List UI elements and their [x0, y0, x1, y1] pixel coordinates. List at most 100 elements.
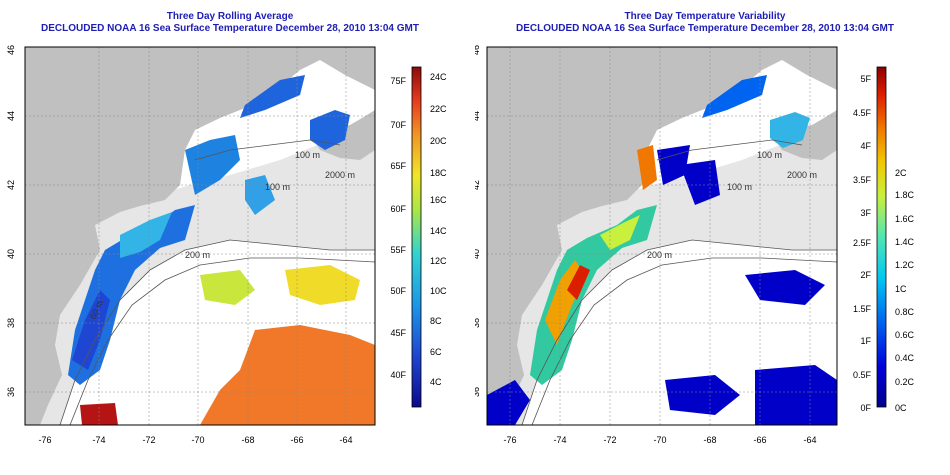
colorbar-label: 40F — [390, 370, 406, 380]
sst-scotian — [310, 110, 350, 150]
x-axis-ticks: -76 -74 -72 -70 -68 -66 -64 — [38, 435, 352, 445]
left-title-line2: DECLOUDED NOAA 16 Sea Surface Temperatur… — [41, 23, 419, 34]
contour-200m — [521, 239, 837, 425]
sst-shelf-mid — [120, 212, 172, 258]
colorbar-label: 75F — [390, 76, 406, 86]
colorbar-label: 2.5F — [853, 238, 872, 248]
colorbar-label: 0.6C — [895, 330, 915, 340]
colorbar-label: 3.5F — [853, 175, 872, 185]
colorbar-label: 0.4C — [895, 353, 915, 363]
right-title: Three Day Temperature Variability DECLOU… — [475, 11, 935, 35]
var-shelf-yellow — [600, 215, 640, 250]
y-axis-ticks: 46 44 42 40 38 36 — [475, 45, 481, 397]
x-tick: -68 — [703, 435, 716, 445]
colorbar-c-labels: 2C 1.8C 1.6C 1.4C 1.2C 1C 0.8C 0.6C 0.4C… — [895, 168, 915, 413]
contour-label: 100 m — [727, 182, 752, 192]
colorbar-label: 50F — [390, 286, 406, 296]
var-south-west — [487, 380, 530, 425]
colorbar-label: 1.5F — [853, 304, 872, 314]
colorbar-label: 60F — [390, 204, 406, 214]
colorbar-label: 2F — [860, 270, 871, 280]
colorbar-label: 4.5F — [853, 108, 872, 118]
land-area — [25, 47, 375, 425]
colorbar-label: 1C — [895, 284, 907, 294]
colorbar-label: 0C — [895, 403, 907, 413]
y-axis-ticks: 46 44 42 40 38 36 — [6, 45, 16, 397]
x-tick: -64 — [339, 435, 352, 445]
var-shelf-patch — [530, 205, 657, 385]
sst-south-red — [80, 403, 118, 425]
right-title-line1: Three Day Temperature Variability — [624, 11, 786, 22]
left-map-svg: 100 m 2000 m 100 m 200 m 60 m -76 -74 -7… — [6, 45, 447, 445]
colorbar-label: 16C — [430, 195, 447, 205]
var-gulf-maine — [702, 75, 767, 118]
x-tick: -74 — [92, 435, 105, 445]
contour-2000m — [531, 257, 837, 425]
contour-100m — [656, 139, 803, 161]
x-tick: -76 — [38, 435, 51, 445]
colorbar-label: 0.8C — [895, 307, 915, 317]
shelf-area — [487, 120, 837, 425]
sst-warm-east — [285, 265, 360, 305]
sst-warm-mid — [200, 270, 255, 305]
y-tick: 40 — [475, 249, 481, 259]
colorbar-label: 14C — [430, 226, 447, 236]
x-tick: -64 — [803, 435, 816, 445]
y-tick: 36 — [475, 387, 481, 397]
colorbar-f-labels: 75F 70F 65F 60F 55F 50F 45F 40F — [390, 76, 406, 380]
colorbar-label: 55F — [390, 245, 406, 255]
colorbar-f-labels: 5F 4.5F 4F 3.5F 3F 2.5F 2F 1.5F 1F 0.5F … — [853, 74, 872, 413]
colorbar-label: 1.4C — [895, 237, 915, 247]
right-title-line2: DECLOUDED NOAA 16 Sea Surface Temperatur… — [516, 23, 894, 34]
colorbar-label: 6C — [430, 347, 442, 357]
y-tick: 44 — [6, 111, 16, 121]
contour-label: 100 m — [757, 150, 782, 160]
colorbar-label: 45F — [390, 328, 406, 338]
colorbar-label: 4C — [430, 377, 442, 387]
sst-shelf-inner — [72, 290, 110, 370]
colorbar-label: 10C — [430, 286, 447, 296]
y-tick: 38 — [475, 318, 481, 328]
left-panel: Three Day Rolling Average DECLOUDED NOAA… — [6, 11, 447, 445]
colorbar-label: 70F — [390, 120, 406, 130]
colorbar-label: 24C — [430, 72, 447, 82]
colorbar-label: 0.2C — [895, 377, 915, 387]
x-tick: -66 — [753, 435, 766, 445]
var-nantucket — [657, 145, 690, 185]
colorbar-label: 12C — [430, 256, 447, 266]
colorbar-label: 3F — [860, 208, 871, 218]
colorbar-label: 5F — [860, 74, 871, 84]
sst-gulf-maine — [240, 75, 305, 118]
colorbar — [876, 66, 887, 408]
land-area — [487, 47, 837, 425]
var-shelf-red — [567, 265, 590, 300]
colorbar-label: 20C — [430, 136, 447, 146]
contour-2000m — [69, 257, 375, 425]
x-tick: -72 — [603, 435, 616, 445]
colorbar-label: 1F — [860, 336, 871, 346]
contour-200m — [59, 239, 375, 425]
x-axis-ticks: -76 -74 -72 -70 -68 -66 -64 — [503, 435, 816, 445]
left-title-line1: Three Day Rolling Average — [166, 11, 294, 22]
grid-lines — [487, 47, 837, 425]
var-cape-cod — [637, 145, 657, 190]
x-tick: -68 — [241, 435, 254, 445]
contour-100m — [194, 139, 341, 161]
var-south-east — [755, 365, 837, 425]
x-tick: -70 — [653, 435, 666, 445]
colorbar-label: 65F — [390, 161, 406, 171]
var-east — [745, 270, 825, 305]
colorbar — [411, 66, 422, 408]
y-tick: 42 — [475, 180, 481, 190]
sst-gulfstream — [200, 325, 375, 425]
y-tick: 44 — [475, 111, 481, 121]
colorbar-label: 8C — [430, 316, 442, 326]
y-tick: 36 — [6, 387, 16, 397]
contour-label: 2000 m — [325, 170, 355, 180]
y-tick: 38 — [6, 318, 16, 328]
y-tick: 46 — [6, 45, 16, 55]
right-map-svg: 100 m 2000 m 100 m 200 m -76 -74 -72 -70… — [475, 45, 915, 445]
x-tick: -70 — [191, 435, 204, 445]
x-tick: -74 — [553, 435, 566, 445]
y-tick: 46 — [475, 45, 481, 55]
